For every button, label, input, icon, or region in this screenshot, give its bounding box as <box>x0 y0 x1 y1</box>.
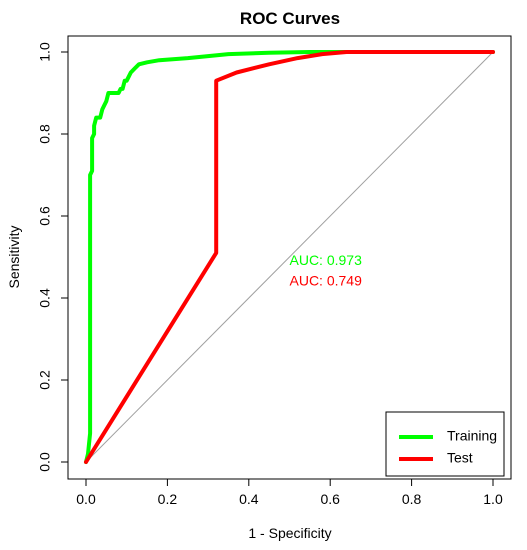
y-tick-label: 0.4 <box>37 288 53 308</box>
roc-line-training <box>84 50 495 464</box>
legend-label: Training <box>447 428 497 444</box>
chart-title: ROC Curves <box>240 9 340 28</box>
legend: Training Test <box>385 411 505 477</box>
reference-diagonal-line <box>85 51 494 463</box>
y-axis: 0.0 0.2 0.4 0.6 0.8 1.0 <box>37 42 69 472</box>
roc-line-test <box>84 50 495 464</box>
x-tick-label: 0.0 <box>76 491 96 507</box>
legend-items: Training Test <box>399 428 497 466</box>
x-tick-label: 0.2 <box>158 491 178 507</box>
y-tick-label: 1.0 <box>37 42 53 62</box>
x-tick-label: 0.8 <box>402 491 422 507</box>
x-tick-label: 0.4 <box>239 491 259 507</box>
series-layer <box>84 50 495 464</box>
y-tick-label: 0.6 <box>37 206 53 226</box>
auc-annotation: AUC: 0.973 <box>290 252 363 268</box>
x-axis: 0.0 0.2 0.4 0.6 0.8 1.0 <box>76 478 503 507</box>
x-tick-label: 1.0 <box>483 491 503 507</box>
y-tick-label: 0.0 <box>37 452 53 472</box>
y-axis-label: Sensitivity <box>6 225 22 288</box>
legend-label: Test <box>447 450 473 466</box>
x-axis-label: 1 - Specificity <box>248 525 331 541</box>
annotation-layer: AUC: 0.973 AUC: 0.749 <box>290 252 363 289</box>
x-tick-label: 0.6 <box>320 491 340 507</box>
y-tick-label: 0.2 <box>37 370 53 390</box>
legend-box <box>385 411 505 477</box>
auc-annotation: AUC: 0.749 <box>290 273 363 289</box>
y-tick-label: 0.8 <box>37 124 53 144</box>
